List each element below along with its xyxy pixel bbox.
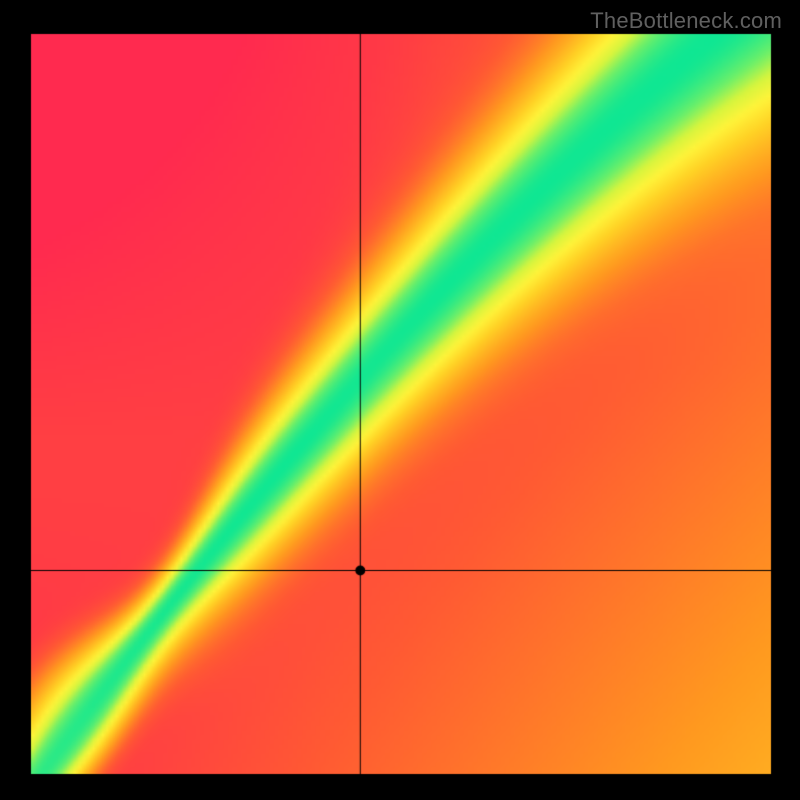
chart-container: TheBottleneck.com (0, 0, 800, 800)
watermark-text: TheBottleneck.com (590, 8, 782, 34)
heatmap-canvas (0, 0, 800, 800)
